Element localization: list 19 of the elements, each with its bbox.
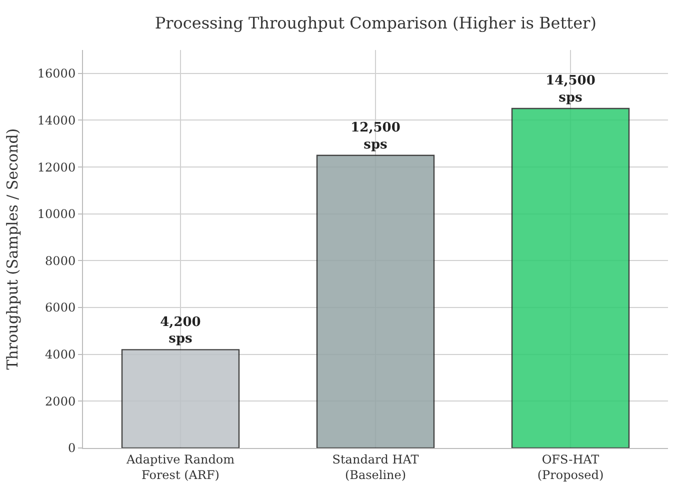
y-tick-label: 0 bbox=[68, 441, 76, 456]
data-label: 12,500 sps bbox=[350, 120, 400, 152]
bar bbox=[511, 108, 630, 448]
bar bbox=[316, 154, 435, 448]
x-tick-label: Standard HAT (Baseline) bbox=[332, 452, 419, 482]
data-label: 14,500 sps bbox=[546, 74, 596, 106]
x-tick-label: Adaptive Random Forest (ARF) bbox=[125, 452, 236, 482]
y-tick-label: 6000 bbox=[45, 300, 76, 315]
y-tick-label: 8000 bbox=[45, 254, 76, 268]
y-tick-label: 14000 bbox=[37, 113, 76, 128]
y-tick-label: 12000 bbox=[37, 160, 76, 174]
y-axis-title: Throughput (Samples / Second) bbox=[4, 128, 22, 370]
y-tick-label: 4000 bbox=[45, 348, 76, 362]
x-tick-label: OFS-HAT (Proposed) bbox=[537, 452, 604, 482]
y-tick-label: 10000 bbox=[37, 207, 76, 222]
data-label: 4,200 sps bbox=[160, 314, 201, 347]
y-tick-label: 2000 bbox=[45, 394, 76, 408]
chart-title: Processing Throughput Comparison (Higher is Better) bbox=[154, 13, 596, 32]
y-tick-label: 16000 bbox=[37, 66, 76, 81]
